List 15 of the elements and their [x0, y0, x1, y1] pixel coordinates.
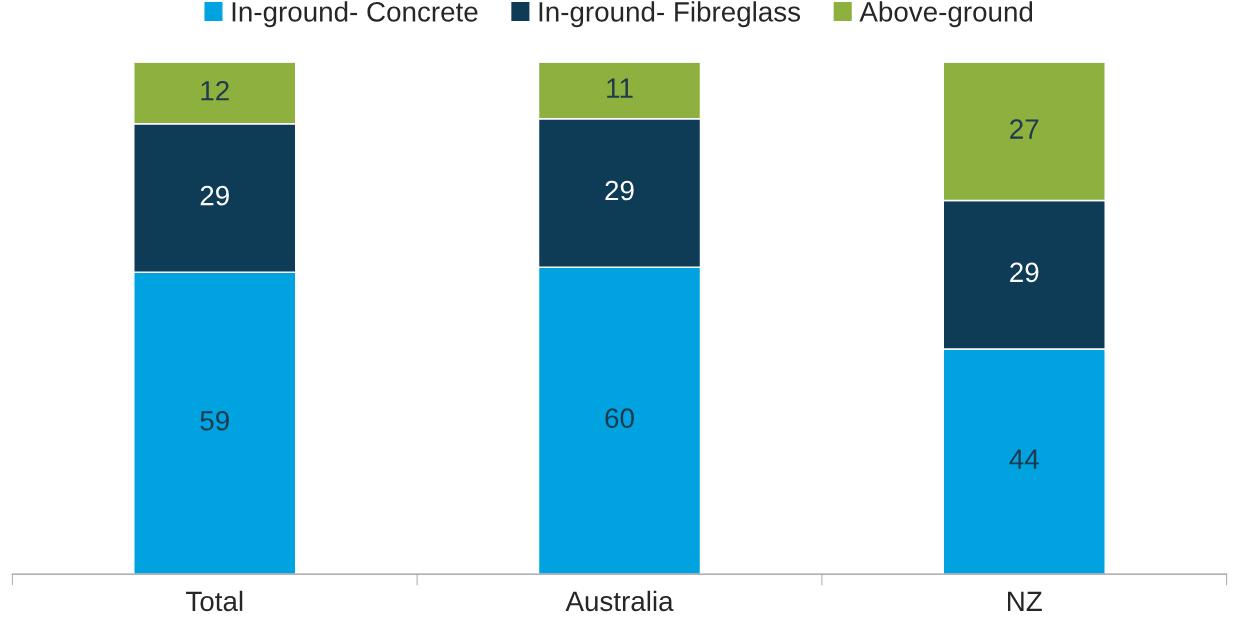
data-label: 29 [605, 180, 634, 201]
data-label: 60 [605, 408, 634, 429]
data-label: 27 [1010, 119, 1039, 139]
x-tick-label: Australia [565, 590, 674, 612]
data-label: 44 [1009, 449, 1039, 469]
legend-label: Above-ground [859, 1, 1033, 28]
data-label: 59 [200, 410, 229, 431]
legend-label: In-ground- Fibreglass [539, 1, 801, 28]
x-tick-label: Total [186, 590, 243, 612]
data-label: 12 [201, 80, 229, 101]
data-label: 29 [1010, 262, 1039, 283]
data-label: 29 [200, 185, 229, 206]
legend-label: In-ground- Concrete [232, 1, 478, 28]
x-tick-label: NZ [1008, 591, 1042, 611]
data-label: 11 [607, 78, 633, 98]
